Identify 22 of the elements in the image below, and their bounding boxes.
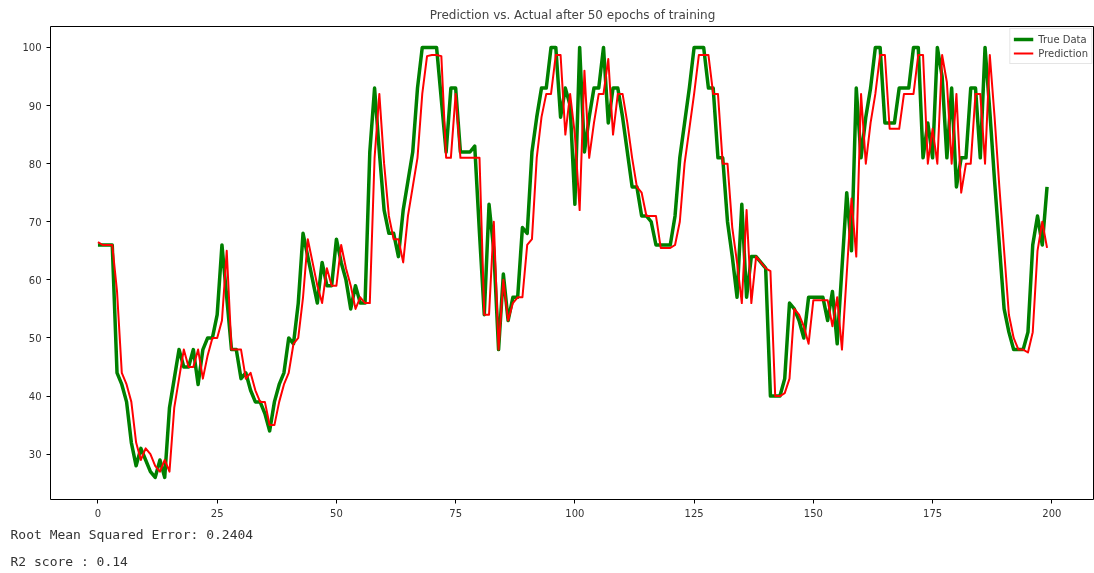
x-tick-label: 50 [330,507,343,519]
legend-label: True Data [1038,32,1087,46]
x-tick-label: 125 [684,507,704,519]
y-tick-label: 100 [22,42,42,54]
x-tick-label: 150 [803,507,823,519]
text: Root Mean Squared Error: 0.2404 [10,526,254,542]
y-tick-label: 50 [28,332,42,344]
y-tick-label: 90 [28,100,42,112]
y-tick-label: 80 [28,158,42,170]
chart-title: Prediction vs. Actual after 50 epochs of training [429,7,716,22]
x-tick-label: 75 [449,507,463,519]
x-tick-label: 175 [923,507,943,519]
legend-label: Prediction [1038,46,1088,60]
x-tick-label: 200 [1042,507,1062,519]
y-tick-label: 60 [28,274,42,286]
y-tick-label: 30 [28,449,42,461]
x-tick-label: 0 [94,507,102,519]
y-tick-label: 40 [28,391,42,403]
x-tick-label: 25 [210,507,224,519]
text: R2 score : 0.14 [10,553,129,569]
y-tick-label: 70 [28,216,42,228]
x-tick-label: 100 [565,507,585,519]
